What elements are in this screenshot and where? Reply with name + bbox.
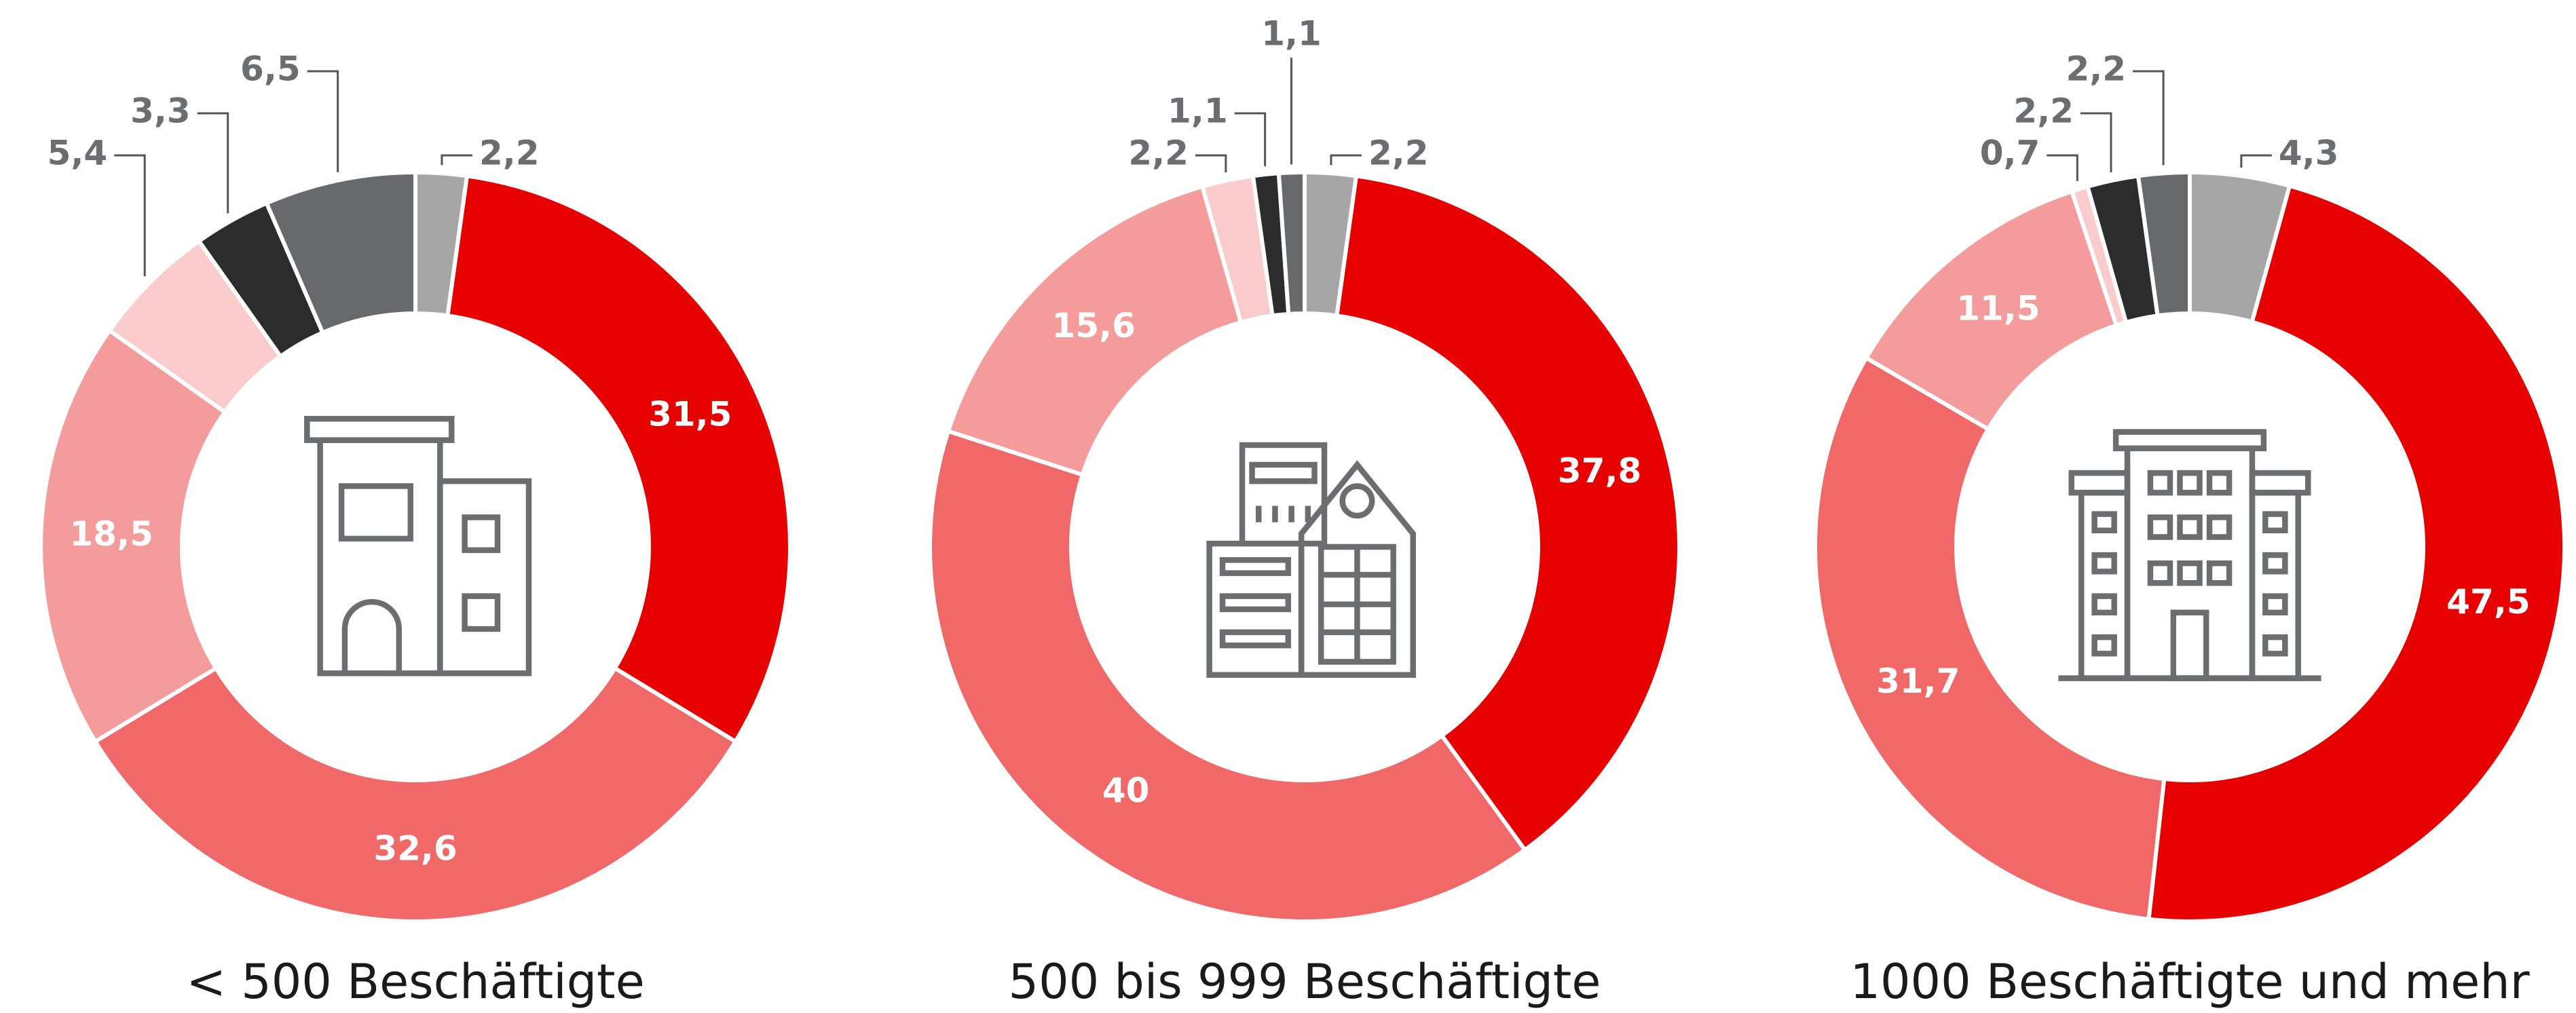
value-label: 32,6 [373,829,457,868]
donut-segment [2146,183,2566,923]
value-label: 47,5 [2446,582,2530,622]
value-label: 37,8 [1558,451,1641,491]
donut-segment [445,173,792,745]
donut-segment [1334,173,1681,853]
building-icon [304,416,532,676]
chart-title: 500 bis 999 Beschäftigte [1009,954,1601,1010]
value-label: 0,7 [1980,134,2040,173]
value-label: 2,2 [479,134,540,173]
value-label: 3,3 [130,92,191,131]
donut-segment [946,184,1244,478]
value-label: 1,1 [1168,92,1228,131]
leader-line [2240,154,2272,168]
leader-line [1234,112,1267,167]
donut-segment [928,428,1528,923]
donut-segment [1276,170,1307,317]
value-label: 4,3 [2279,134,2339,173]
leader-line [2133,70,2165,166]
leader-line [114,154,146,277]
donut-segment [2135,170,2192,318]
value-label: 15,6 [1052,306,1136,345]
donut-segment [263,170,417,336]
buildings-icon [1206,442,1416,678]
value-label: 2,2 [2066,50,2127,89]
value-label: 31,5 [648,394,732,434]
value-label: 2,2 [2013,92,2074,131]
donut-segment [1813,355,2167,921]
chart-title: < 500 Beschäftigte [186,954,644,1010]
donut-segment [39,327,228,745]
leader-line [1330,154,1362,166]
value-label: 2,2 [1128,134,1189,173]
value-label: 31,7 [1876,662,1960,701]
donut-segment [92,665,739,923]
leader-line [2080,112,2112,173]
value-label: 11,5 [1956,288,2040,328]
value-label: 1,1 [1261,14,1322,54]
leader-line [441,154,472,166]
leader-line [1195,154,1227,173]
value-label: 18,5 [70,514,153,554]
leader-line [307,70,339,172]
value-label: 6,5 [240,50,301,89]
leader-line [2047,154,2078,181]
value-label: 40 [1102,771,1150,810]
value-label: 5,4 [48,134,108,173]
value-label: 2,2 [1368,134,1429,173]
chart-title: 1000 Beschäftigte und mehr [1850,954,2529,1010]
leader-line [197,112,229,214]
office-icon [2058,429,2321,681]
